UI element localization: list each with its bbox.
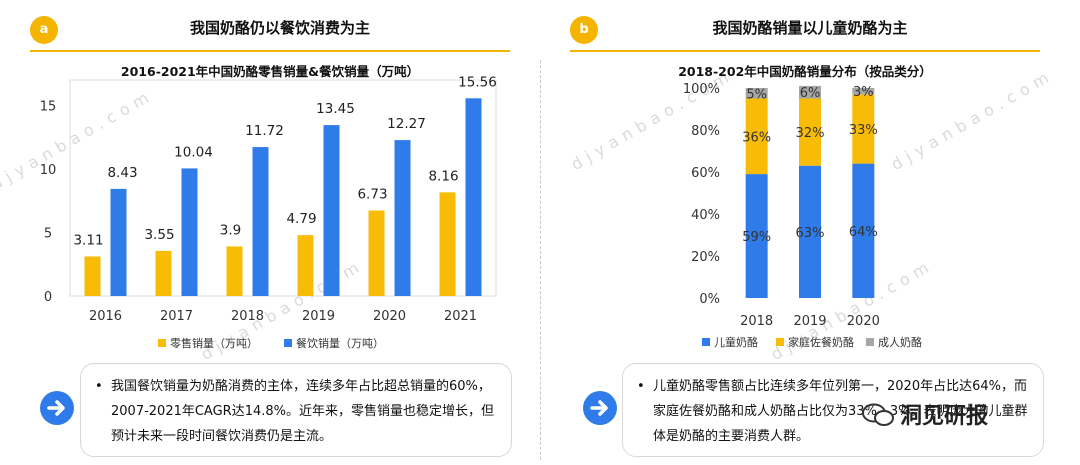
data-label: 6.73: [357, 186, 387, 202]
retail-bar: [155, 250, 172, 296]
bullet: •: [95, 379, 103, 394]
insight-box: • 儿童奶酪零售额占比连续多年位列第一，2020年占比达64%，而家庭佐餐奶酪和…: [622, 363, 1044, 457]
stack-segment: [745, 98, 768, 175]
data-label: 11.72: [245, 123, 284, 139]
x-tick-label: 2018: [231, 309, 264, 324]
data-label: 59%: [742, 230, 771, 245]
data-label: 12.27: [387, 116, 426, 132]
x-tick-label: 2019: [302, 309, 335, 324]
y-tick-label: 0: [44, 290, 52, 305]
data-label: 3.9: [220, 222, 241, 238]
catering-bar: [394, 140, 411, 296]
catering-bar: [181, 168, 198, 296]
data-label: 32%: [796, 126, 825, 141]
data-label: 13.45: [316, 101, 355, 117]
data-label: 10.04: [174, 144, 213, 160]
legend-label: 零售销量（万吨）: [170, 336, 258, 350]
stack-segment: [745, 88, 768, 99]
insight-text: 儿童奶酪零售额占比连续多年位列第一，2020年占比达64%，而家庭佐餐奶酪和成人…: [653, 379, 1028, 444]
stack-segment: [799, 98, 821, 166]
data-label: 8.16: [428, 168, 458, 184]
retail-bar: [297, 235, 314, 296]
legend-label: 儿童奶酪: [714, 335, 758, 349]
y-tick-label: 40%: [691, 208, 720, 223]
arrow-right-icon: [583, 391, 617, 425]
panel-divider: [540, 60, 541, 460]
heading-underline: [570, 50, 1040, 52]
insight-text: 我国餐饮销量为奶酪消费的主体，连续多年占比超总销量的60%，2007-2021年…: [111, 379, 495, 444]
insight-box: • 我国餐饮销量为奶酪消费的主体，连续多年占比超总销量的60%，2007-202…: [80, 363, 512, 457]
catering-bar: [323, 125, 340, 296]
legend-label: 餐饮销量（万吨）: [296, 336, 384, 350]
x-tick-label: 2018: [740, 314, 773, 329]
x-tick-label: 2021: [444, 309, 477, 324]
retail-bar: [368, 210, 385, 296]
legend-swatch: [158, 339, 166, 347]
data-label: 3%: [853, 85, 874, 100]
legend-swatch: [702, 338, 710, 346]
panel-badge: b: [570, 16, 598, 44]
heading-underline: [30, 50, 510, 52]
legend-label: 成人奶酪: [878, 335, 922, 349]
y-tick-label: 100%: [683, 82, 720, 97]
panel-heading: 我国奶酪销量以儿童奶酪为主: [712, 19, 908, 37]
data-label: 36%: [742, 130, 771, 145]
data-label: 4.79: [286, 211, 316, 227]
panel-heading: 我国奶酪仍以餐饮消费为主: [189, 19, 370, 37]
data-label: 6%: [800, 86, 821, 101]
stack-segment: [852, 88, 875, 95]
stack-segment: [799, 85, 821, 99]
y-tick-label: 60%: [691, 166, 720, 181]
retail-bar: [226, 246, 243, 296]
catering-bar: [110, 188, 127, 296]
y-tick-label: 20%: [691, 250, 720, 265]
panel-a: a 我国奶酪仍以餐饮消费为主 2016-2021年中国奶酪零售销量&餐饮销量（万…: [30, 16, 512, 457]
y-tick-label: 10: [40, 163, 57, 178]
stack-segment: [799, 165, 821, 298]
retail-bar: [84, 256, 101, 296]
arrow-right-icon: [40, 391, 74, 425]
plot-area-border: [69, 79, 497, 297]
retail-vs-catering-chart: 0 5 10 15 2016 3.11 8.43 2017 3.55 10.04 2018 3.9 11…: [40, 74, 497, 350]
x-tick-label: 2017: [160, 309, 193, 324]
x-tick-label: 2020: [847, 314, 880, 329]
y-tick-label: 0%: [699, 292, 720, 307]
category-share-chart: 0% 20% 40% 60% 80% 100% 2018 59% 36% 5% 2019 63% 32%…: [683, 82, 922, 349]
retail-bar: [439, 192, 456, 296]
data-label: 3.11: [73, 232, 103, 248]
data-label: 64%: [849, 225, 878, 240]
chat-bubble-icon: [862, 403, 894, 426]
catering-bar: [252, 147, 269, 296]
stack-segment: [852, 94, 875, 164]
x-tick-label: 2020: [373, 309, 406, 324]
chart-title: 2016-2021年中国奶酪零售销量&餐饮销量（万吨）: [120, 64, 420, 79]
panel-badge: a: [30, 16, 58, 44]
chart-title: 2018-202年中国奶酪销量分布（按品类分）: [678, 64, 932, 79]
data-label: 15.56: [458, 74, 497, 90]
bullet: •: [637, 379, 645, 394]
stack-segment: [852, 163, 875, 298]
data-label: 3.55: [144, 227, 174, 243]
legend-label: 家庭佐餐奶酪: [788, 335, 854, 349]
y-tick-label: 80%: [691, 124, 720, 139]
x-tick-label: 2016: [89, 309, 122, 324]
legend-swatch: [776, 338, 784, 346]
data-label: 33%: [849, 123, 878, 138]
data-label: 63%: [796, 226, 825, 241]
data-label: 8.43: [107, 165, 137, 181]
y-tick-label: 5: [44, 226, 52, 241]
legend-swatch: [284, 339, 292, 347]
legend-swatch: [866, 338, 874, 346]
brand-logo-text: 洞见研报: [900, 404, 989, 429]
catering-bar: [465, 98, 482, 296]
y-tick-label: 15: [40, 99, 57, 114]
x-tick-label: 2019: [793, 314, 826, 329]
stack-segment: [745, 174, 768, 298]
data-label: 5%: [746, 87, 767, 102]
panel-b: b 我国奶酪销量以儿童奶酪为主 2018-202年中国奶酪销量分布（按品类分） …: [540, 0, 1080, 465]
